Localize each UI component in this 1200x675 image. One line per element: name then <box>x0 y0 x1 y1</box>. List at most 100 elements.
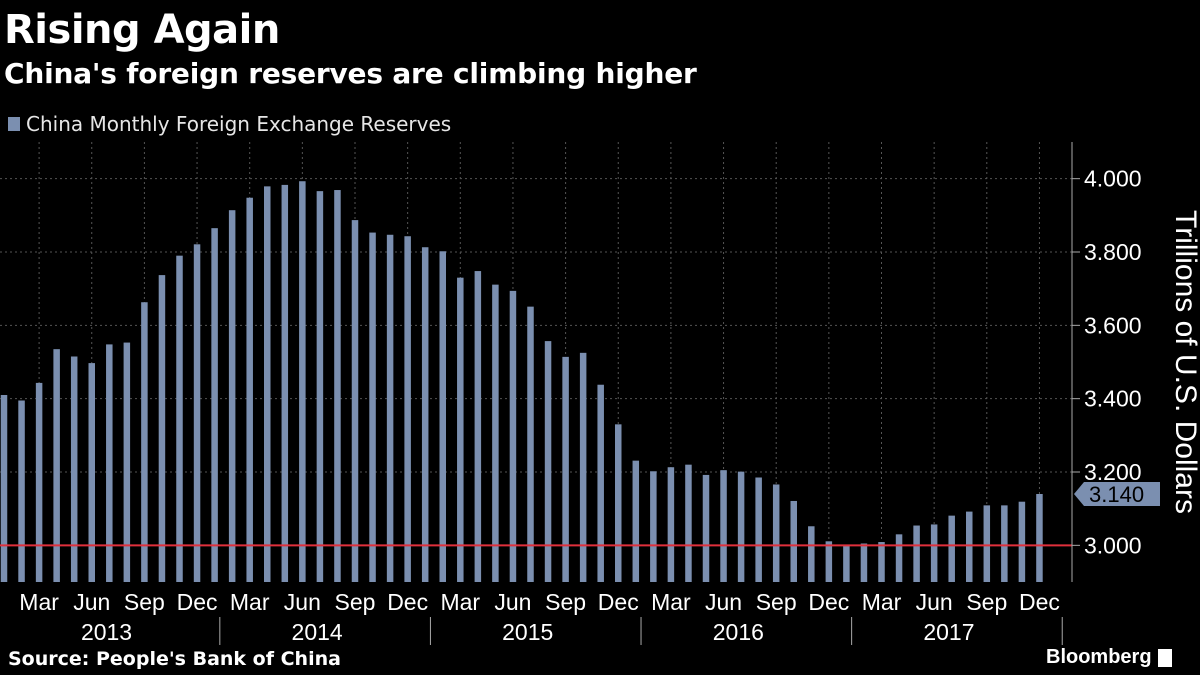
bar <box>632 460 640 582</box>
x-tick-label: Sep <box>124 589 165 615</box>
y-axis-label: Trillions of U.S. Dollars <box>1169 210 1200 514</box>
bar <box>544 341 552 582</box>
year-label: 2015 <box>502 619 553 645</box>
chart-title: Rising Again <box>4 7 280 53</box>
bar <box>228 210 236 582</box>
bar <box>790 500 797 582</box>
x-tick-label: Jun <box>705 589 742 615</box>
bar <box>685 464 692 582</box>
bar <box>579 352 587 582</box>
bar <box>299 181 306 582</box>
bar <box>88 363 95 582</box>
bar <box>369 232 376 583</box>
legend-swatch <box>8 117 20 131</box>
bar <box>597 384 604 582</box>
bar <box>193 244 201 583</box>
bar <box>0 395 8 582</box>
year-label: 2016 <box>713 619 764 645</box>
x-tick-label: Sep <box>335 589 376 615</box>
x-tick-label: Sep <box>966 589 1007 615</box>
bar <box>1018 501 1026 582</box>
x-tick-label: Sep <box>756 589 797 615</box>
x-tick-label: Dec <box>1019 589 1060 615</box>
x-tick-label: Mar <box>19 589 59 615</box>
chart-subtitle: China's foreign reserves are climbing hi… <box>4 57 697 90</box>
bar <box>176 255 183 582</box>
legend-label: China Monthly Foreign Exchange Reserves <box>26 112 452 136</box>
bar <box>930 524 938 582</box>
brand-name: Bloomberg <box>1046 646 1152 668</box>
bar <box>53 349 60 582</box>
bar <box>720 470 727 582</box>
x-tick-label: Jun <box>494 589 531 615</box>
y-tick-label: 4.000 <box>1084 166 1142 192</box>
bloomberg-mark-icon <box>1157 648 1172 667</box>
bar <box>702 474 710 582</box>
bar <box>562 356 569 582</box>
bar <box>35 382 43 582</box>
bar <box>492 284 499 582</box>
bar <box>808 526 815 582</box>
bar <box>650 471 657 582</box>
bar <box>527 306 534 582</box>
bar <box>386 234 394 582</box>
bar <box>843 546 850 582</box>
bar <box>211 228 218 582</box>
bar <box>615 424 622 582</box>
bar <box>158 275 166 582</box>
x-tick-label: Mar <box>440 589 480 615</box>
x-tick-label: Jun <box>73 589 110 615</box>
y-tick-label: 3.000 <box>1084 532 1142 558</box>
bar <box>1001 505 1008 582</box>
year-label: 2017 <box>923 619 974 645</box>
x-tick-label: Sep <box>545 589 586 615</box>
last-value-callout <box>1074 482 1160 506</box>
year-label: 2014 <box>292 619 343 645</box>
bar <box>948 515 955 582</box>
bloomberg-logo: Bloomberg <box>1046 646 1172 669</box>
bar <box>474 271 482 582</box>
bar <box>509 290 517 582</box>
bar <box>141 302 148 582</box>
legend: China Monthly Foreign Exchange Reserves <box>8 110 451 138</box>
x-tick-label: Mar <box>862 589 902 615</box>
bar <box>351 220 359 582</box>
source-note: Source: People's Bank of China <box>8 648 341 670</box>
bar <box>70 356 78 582</box>
bar <box>246 197 253 582</box>
bar <box>316 191 324 582</box>
y-tick-label: 3.600 <box>1084 312 1142 338</box>
bar <box>878 542 885 582</box>
bar <box>334 190 341 583</box>
x-tick-label: Jun <box>284 589 321 615</box>
x-tick-label: Dec <box>598 589 639 615</box>
x-tick-label: Dec <box>387 589 428 615</box>
bar <box>667 467 675 582</box>
x-tick-label: Mar <box>651 589 691 615</box>
bar <box>439 251 446 582</box>
bar <box>404 236 411 582</box>
bar <box>860 543 868 582</box>
last-value-label: 3.140 <box>1089 482 1144 507</box>
bar <box>281 184 289 582</box>
bar <box>737 471 745 582</box>
bar <box>983 505 991 582</box>
bar <box>123 342 131 582</box>
bar <box>457 277 464 582</box>
x-tick-label: Dec <box>808 589 849 615</box>
y-tick-label: 3.200 <box>1084 459 1142 485</box>
bar <box>264 186 271 582</box>
bar <box>772 484 780 582</box>
bar <box>966 511 973 582</box>
year-label: 2013 <box>81 619 132 645</box>
bar <box>421 247 429 582</box>
bar <box>18 400 25 582</box>
x-tick-label: Jun <box>916 589 953 615</box>
x-tick-label: Dec <box>177 589 218 615</box>
bar <box>913 525 920 582</box>
x-tick-label: Mar <box>230 589 270 615</box>
bar <box>106 344 113 582</box>
bar <box>755 477 762 582</box>
bar <box>895 534 903 582</box>
